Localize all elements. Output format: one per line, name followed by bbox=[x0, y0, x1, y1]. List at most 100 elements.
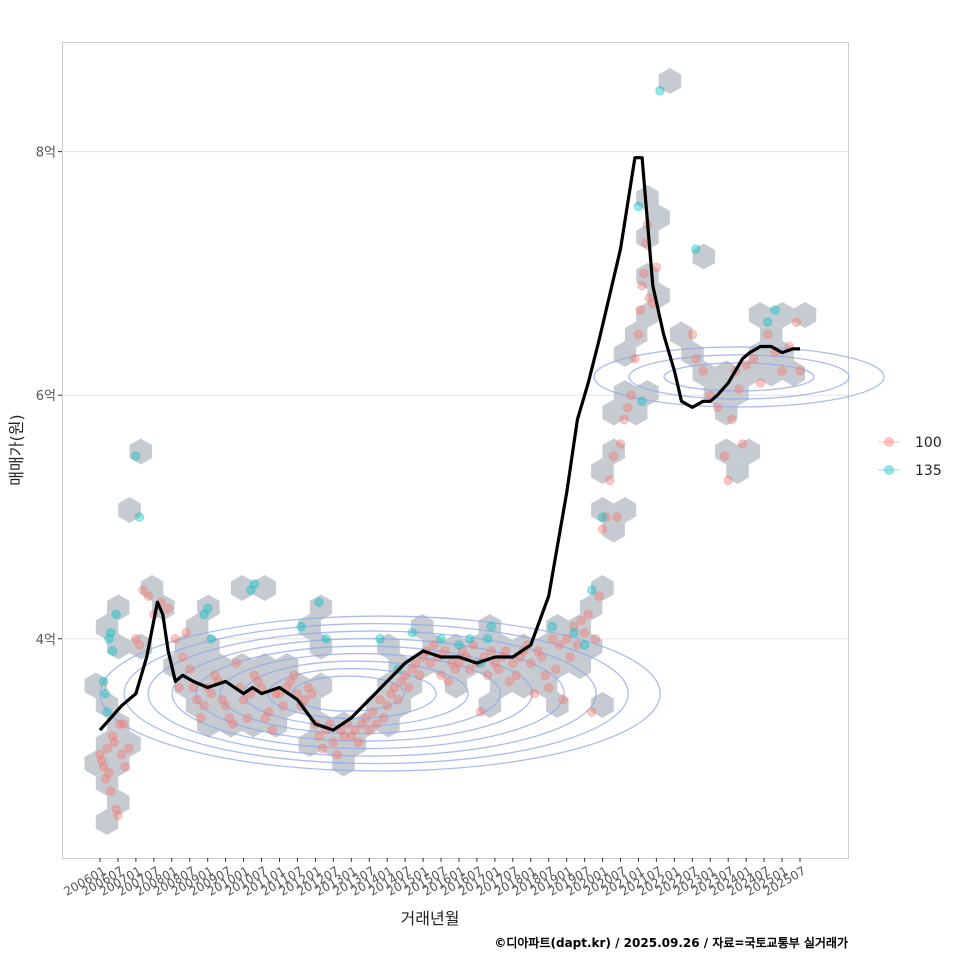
point-135 bbox=[100, 688, 111, 699]
density-contour bbox=[593, 346, 885, 408]
point-100 bbox=[630, 353, 640, 364]
point-100 bbox=[558, 694, 568, 705]
point-135 bbox=[579, 640, 590, 650]
point-100 bbox=[163, 603, 174, 614]
point-100 bbox=[184, 664, 195, 675]
point-135 bbox=[98, 676, 109, 687]
point-100 bbox=[396, 676, 407, 687]
point-100 bbox=[371, 719, 382, 729]
point-100 bbox=[339, 731, 349, 742]
hexbin-cell bbox=[534, 672, 558, 699]
point-100 bbox=[719, 451, 730, 461]
hexbin-cell bbox=[568, 653, 592, 679]
density-contour bbox=[628, 354, 850, 400]
point-100 bbox=[210, 670, 220, 681]
hexbin-cell bbox=[692, 243, 715, 270]
point-100 bbox=[615, 439, 626, 449]
point-100 bbox=[195, 713, 206, 723]
hexbin-cell bbox=[624, 321, 648, 348]
hexbin-cell bbox=[546, 653, 569, 679]
point-100 bbox=[572, 640, 583, 650]
point-135 bbox=[111, 609, 121, 620]
hexbin-cell bbox=[399, 672, 423, 699]
hexbin-cell bbox=[647, 204, 670, 231]
density-contour bbox=[147, 630, 597, 757]
hexbin-cell bbox=[636, 302, 659, 328]
point-135 bbox=[375, 633, 385, 644]
point-100 bbox=[723, 475, 734, 486]
point-135 bbox=[321, 633, 331, 644]
point-100 bbox=[540, 670, 550, 681]
point-135 bbox=[586, 585, 597, 595]
hexbin-cell bbox=[613, 380, 637, 406]
point-100 bbox=[328, 737, 339, 748]
hexbin-cell bbox=[579, 633, 603, 660]
point-135 bbox=[314, 597, 324, 608]
point-100 bbox=[414, 670, 425, 681]
hexbin-cell bbox=[669, 321, 693, 348]
point-100 bbox=[586, 707, 597, 717]
point-100 bbox=[468, 640, 479, 650]
point-135 bbox=[691, 244, 701, 254]
point-135 bbox=[633, 201, 644, 212]
hexbin-cell bbox=[591, 575, 614, 601]
point-100 bbox=[263, 707, 274, 717]
point-100 bbox=[500, 646, 511, 656]
point-100 bbox=[454, 658, 464, 668]
source-caption: ©디아파트(dapt.kr) / 2025.09.26 / 자료=국토교통부 실… bbox=[494, 935, 848, 950]
hexbin-cell bbox=[197, 672, 220, 699]
point-100 bbox=[554, 640, 565, 650]
point-100 bbox=[639, 268, 649, 279]
point-100 bbox=[443, 676, 454, 687]
point-135 bbox=[134, 512, 145, 522]
hexbin-cell bbox=[343, 731, 366, 757]
hexbin-cell bbox=[568, 614, 592, 640]
hexbin-cell bbox=[185, 692, 209, 718]
point-100 bbox=[105, 786, 116, 796]
point-100 bbox=[107, 731, 118, 742]
point-100 bbox=[762, 329, 773, 340]
legend-key-point bbox=[884, 437, 894, 447]
point-100 bbox=[490, 658, 500, 668]
point-100 bbox=[633, 329, 644, 340]
hexbin-cell bbox=[107, 633, 130, 660]
hexbin-cell bbox=[591, 497, 614, 523]
point-135 bbox=[436, 633, 446, 644]
point-100 bbox=[493, 664, 504, 675]
point-100 bbox=[644, 292, 655, 303]
point-135 bbox=[486, 621, 497, 632]
density-contours bbox=[99, 346, 885, 772]
point-100 bbox=[299, 694, 310, 705]
point-135 bbox=[569, 627, 579, 638]
point-100 bbox=[353, 737, 364, 748]
point-135 bbox=[107, 646, 118, 656]
hexbin-cell bbox=[512, 672, 535, 699]
point-135 bbox=[597, 512, 608, 522]
point-100 bbox=[389, 682, 400, 693]
hexbin-cell bbox=[118, 497, 141, 523]
point-100 bbox=[583, 609, 594, 620]
point-100 bbox=[317, 743, 328, 754]
point-100 bbox=[95, 749, 105, 760]
hexbin-cell bbox=[624, 399, 648, 426]
point-100 bbox=[192, 694, 202, 705]
point-100 bbox=[242, 713, 252, 723]
density-contour bbox=[195, 645, 533, 742]
point-100 bbox=[289, 670, 299, 681]
point-100 bbox=[228, 719, 238, 729]
scatter-points bbox=[95, 85, 805, 821]
point-100 bbox=[368, 707, 378, 717]
point-100 bbox=[378, 713, 389, 723]
point-100 bbox=[741, 359, 751, 370]
point-100 bbox=[170, 633, 181, 644]
density-contour bbox=[219, 652, 501, 735]
point-100 bbox=[134, 640, 145, 650]
point-100 bbox=[102, 743, 112, 754]
hexbin-cell bbox=[95, 809, 119, 835]
point-100 bbox=[260, 713, 270, 723]
x-axis-title: 거래년월 bbox=[401, 909, 460, 928]
point-135 bbox=[547, 621, 558, 632]
hexbin-cell bbox=[793, 302, 817, 328]
point-100 bbox=[278, 700, 288, 711]
